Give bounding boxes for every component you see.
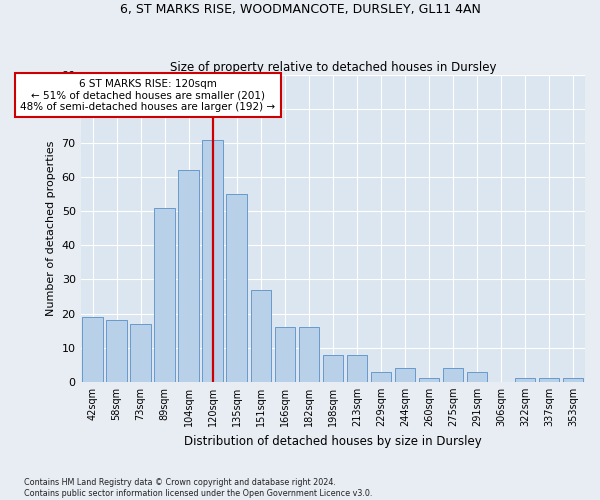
Bar <box>299 327 319 382</box>
Bar <box>178 170 199 382</box>
Bar <box>443 368 463 382</box>
Bar <box>82 317 103 382</box>
Text: Contains HM Land Registry data © Crown copyright and database right 2024.
Contai: Contains HM Land Registry data © Crown c… <box>24 478 373 498</box>
Bar <box>106 320 127 382</box>
Bar <box>395 368 415 382</box>
Text: 6 ST MARKS RISE: 120sqm
← 51% of detached houses are smaller (201)
48% of semi-d: 6 ST MARKS RISE: 120sqm ← 51% of detache… <box>20 78 275 112</box>
Bar <box>371 372 391 382</box>
Bar <box>563 378 583 382</box>
Bar <box>515 378 535 382</box>
Bar <box>467 372 487 382</box>
X-axis label: Distribution of detached houses by size in Dursley: Distribution of detached houses by size … <box>184 434 482 448</box>
Bar <box>226 194 247 382</box>
Bar <box>130 324 151 382</box>
Bar <box>202 140 223 382</box>
Title: Size of property relative to detached houses in Dursley: Size of property relative to detached ho… <box>170 60 496 74</box>
Bar <box>347 354 367 382</box>
Bar <box>251 290 271 382</box>
Text: 6, ST MARKS RISE, WOODMANCOTE, DURSLEY, GL11 4AN: 6, ST MARKS RISE, WOODMANCOTE, DURSLEY, … <box>119 2 481 16</box>
Bar <box>323 354 343 382</box>
Y-axis label: Number of detached properties: Number of detached properties <box>46 140 56 316</box>
Bar <box>275 327 295 382</box>
Bar <box>539 378 559 382</box>
Bar <box>419 378 439 382</box>
Bar <box>154 208 175 382</box>
